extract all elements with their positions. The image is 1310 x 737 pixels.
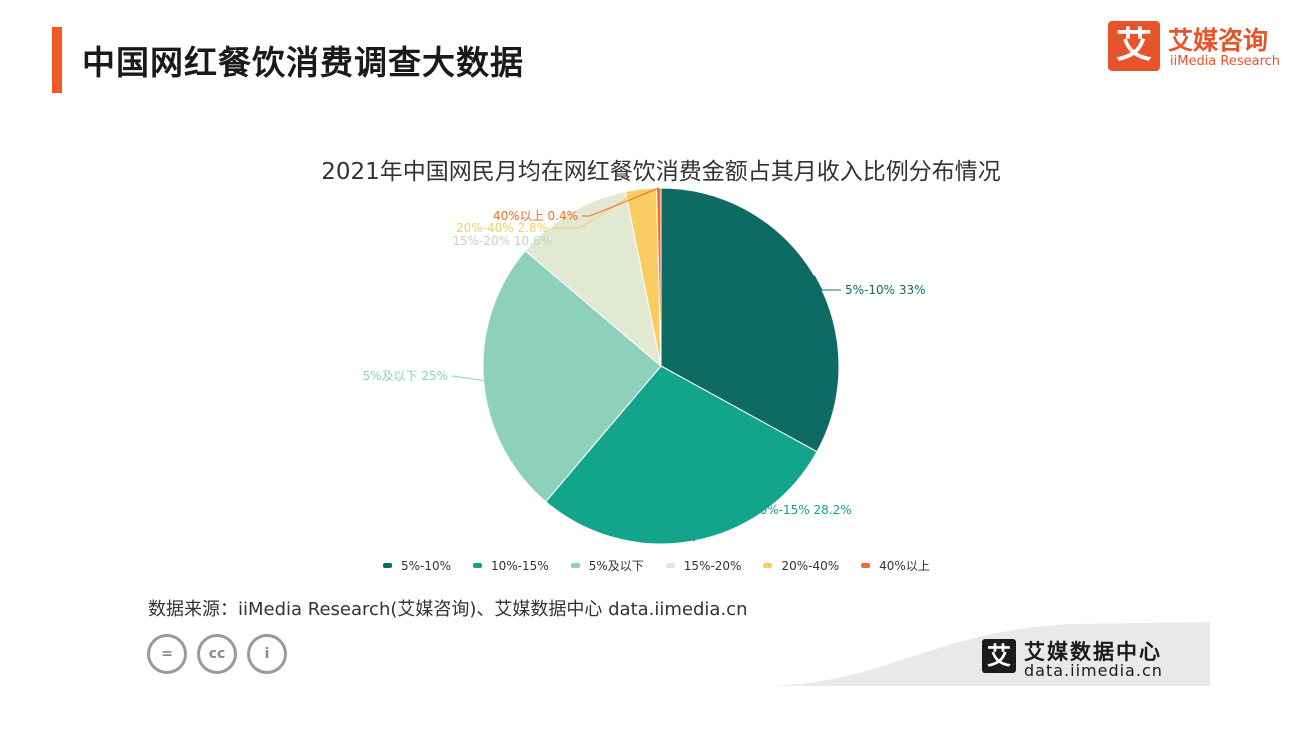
legend-item-2: 5%及以下 (570, 557, 644, 574)
brand-logo-icon: 艾 (1108, 21, 1160, 71)
legend-swatch (473, 563, 483, 568)
title-accent-bar (52, 27, 62, 93)
slice-label-3: 15%-20% 10.6% (452, 234, 552, 248)
legend-label: 15%-20% (683, 558, 742, 573)
pie-slice-0 (660, 187, 840, 453)
legend-item-4: 20%-40% (763, 557, 839, 574)
legend-swatch (570, 563, 580, 568)
source-note: 数据来源：iiMedia Research(艾媒咨询)、艾媒数据中心 data.… (148, 599, 748, 620)
slice-label-5: 40%以上 0.4% (493, 209, 578, 223)
legend-item-3: 15%-20% (665, 557, 742, 574)
footer-url: data.iimedia.cn (1024, 661, 1163, 680)
legend-label: 10%-15% (491, 558, 549, 573)
footer-logo-icon: 艾 (982, 639, 1016, 673)
chart-legend: 5%-10% 10%-15% 5%及以下 15%-20% 20%-40% 40%以上 (383, 557, 952, 574)
leader-line-3 (556, 212, 571, 242)
legend-swatch (665, 563, 675, 568)
leader-line-5 (582, 187, 659, 217)
legend-swatch (763, 563, 773, 568)
leader-line-0 (813, 275, 841, 291)
brand-name-cn: 艾媒咨询 (1168, 26, 1269, 55)
legend-label: 5%及以下 (588, 559, 644, 573)
brand-logo: 艾 艾媒咨询 iiMedia Research (1108, 21, 1293, 73)
chart-title: 2021年中国网民月均在网红餐饮消费金额占其月收入比例分布情况 (321, 159, 1001, 185)
legend-item-0: 5%-10% (383, 557, 451, 574)
legend-swatch (861, 563, 871, 568)
license-icons: = cc i (147, 634, 297, 674)
legend-item-5: 40%以上 (861, 557, 930, 574)
leader-line-1 (692, 509, 748, 542)
person-icon: i (247, 634, 287, 674)
equals-icon: = (147, 634, 187, 674)
slice-label-1: 10%-15% 28.2% (752, 503, 852, 517)
legend-label: 40%以上 (879, 559, 930, 573)
legend-label: 5%-10% (401, 558, 452, 573)
leader-line-2 (452, 375, 484, 382)
cc-icon: cc (197, 634, 237, 674)
legend-item-1: 10%-15% (473, 557, 549, 574)
pie-slice-5 (656, 187, 662, 367)
legend-label: 20%-40% (781, 558, 840, 573)
legend-swatch (383, 563, 392, 568)
leader-line-4 (552, 188, 642, 229)
brand-name-en: iiMedia Research (1170, 54, 1281, 69)
page-title: 中国网红餐饮消费调查大数据 (82, 43, 524, 82)
slice-label-2: 5%及以下 25% (362, 369, 448, 383)
slice-label-0: 5%-10% 33% (845, 283, 926, 297)
footer-name-cn: 艾媒数据中心 (1024, 640, 1162, 664)
slice-label-4: 20%-40% 2.8% (456, 221, 548, 235)
